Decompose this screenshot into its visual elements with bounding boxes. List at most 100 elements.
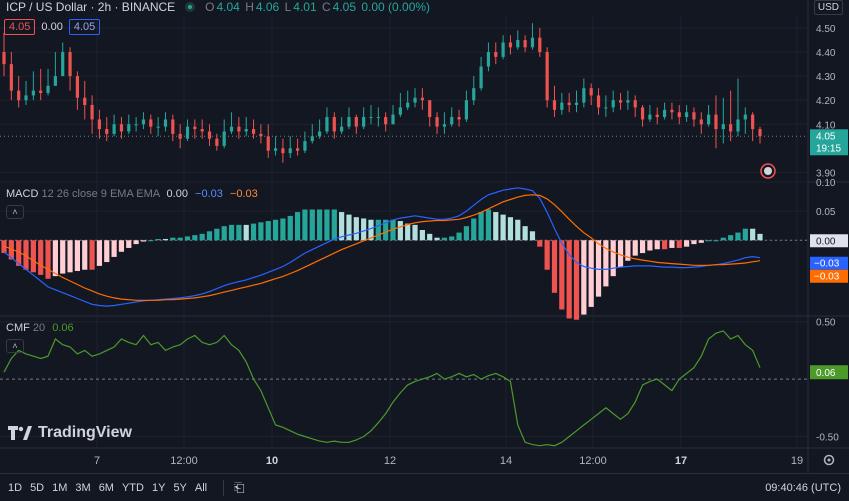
histogram-bar [214,228,220,241]
candle-body [39,90,43,93]
candle-body [677,112,681,118]
histogram-bar [375,219,381,241]
candle-body [354,117,358,127]
candle-body [714,114,718,130]
x-tick-label: 10 [266,455,278,467]
histogram-bar [118,240,125,252]
candle-body [391,114,395,125]
cmf-collapse-button[interactable]: ˄ [6,339,24,353]
range-5d[interactable]: 5D [30,481,45,494]
histogram-bar [500,214,506,241]
range-all[interactable]: All [194,481,208,494]
histogram-bar [170,237,176,241]
range-6m[interactable]: 6M [98,481,114,494]
signal-value-label: −0.03 [814,272,840,283]
range-ytd[interactable]: YTD [121,481,144,494]
y-tick-label: -0.50 [816,433,839,444]
candle-body [464,100,469,120]
histogram-bar [478,212,484,241]
histogram-bar [405,223,411,241]
candle-body [384,117,388,125]
histogram-bar [471,218,477,241]
histogram-bar [221,226,227,241]
chart-header: ICP / US Dollar · 2h · BINANCE O 4.04 H 4.… [6,0,432,14]
candle-body [707,114,711,125]
candle-body [552,100,557,110]
countdown-label: 19:15 [816,143,841,154]
candle-body [743,114,747,120]
histogram-bar [309,209,315,241]
range-1d[interactable]: 1D [8,481,23,494]
histogram-bar [397,221,403,241]
y-tick-label: 0.10 [816,178,836,189]
histogram-bar [515,219,521,241]
histogram-bar [368,219,374,241]
symbol-title[interactable]: ICP / US Dollar · 2h · BINANCE [6,0,176,14]
candle-body [362,117,366,127]
candle-body [244,129,248,132]
y-tick-label: 4.10 [816,120,836,131]
candle-body [68,52,72,77]
histogram-bar [8,240,14,260]
ohlc-values: O 4.04 H 4.06 L 4.01 C 4.05 0.00 (0.00%) [205,0,431,14]
compare-icon[interactable]: ⎗ [223,479,245,496]
candle-body [604,107,608,109]
histogram-bar [287,215,293,241]
histogram-bar [250,223,257,241]
candle-body [633,100,637,108]
histogram-bar [728,235,734,241]
x-tick-label: 12 [384,455,396,467]
histogram-bar [559,240,565,310]
y-tick-label: 0.05 [816,207,836,218]
histogram-bar [449,236,455,241]
range-1m[interactable]: 1M [52,481,68,494]
candle-body [729,124,733,132]
macd-legend: MACD 12 26 close 9 EMA EMA 0.00 −0.03 −0… [6,188,258,200]
candle-body [237,126,241,132]
candle-body [251,129,256,134]
tradingview-logo[interactable]: TradingView [8,424,132,442]
candle-body [567,102,571,106]
candle-body [479,66,483,89]
candle-body [53,76,57,86]
candle-body [273,148,278,151]
histogram-bar [111,240,117,257]
histogram-bar [507,217,514,241]
candle-body [318,131,322,137]
candle-body [648,114,652,120]
histogram-bar [155,238,161,241]
candle-body [156,126,160,128]
sell-price-button[interactable]: 4.05 [4,19,36,35]
histogram-bar [228,224,235,241]
candle-body [185,126,190,139]
candle-body [347,117,351,127]
range-3m[interactable]: 3M [75,481,91,494]
currency-button[interactable]: USD [813,0,843,15]
x-tick-label: 19 [791,455,803,467]
histogram-bar [684,240,690,247]
range-5y[interactable]: 5Y [173,481,187,494]
candle-body [200,129,204,132]
candle-body [134,124,138,126]
cmf-legend: CMF 20 0.06 [6,322,74,334]
range-buttons: 1D 5D 1M 3M 6M YTD 1Y 5Y All [0,482,207,494]
histogram-bar [537,240,543,247]
histogram-bar [60,240,66,274]
candle-body [406,102,410,108]
candle-body [9,64,13,91]
y-tick-label: 3.90 [816,168,836,179]
macd-collapse-button[interactable]: ˄ [6,205,24,219]
flag-icon [764,167,772,175]
buy-price-button[interactable]: 4.05 [68,19,101,35]
candle-body [75,76,79,98]
x-tick-label: 17 [675,455,687,467]
histogram-bar [302,209,308,241]
range-1y[interactable]: 1Y [151,481,166,494]
bottom-toolbar: 1D 5D 1M 3M 6M YTD 1Y 5Y All ⎗ 09:40:46 (UTC) [0,473,849,501]
histogram-bar [742,228,748,241]
candle-body [618,100,623,103]
histogram-bar [493,212,499,241]
histogram-bar [456,232,462,241]
candle-body [24,95,28,101]
